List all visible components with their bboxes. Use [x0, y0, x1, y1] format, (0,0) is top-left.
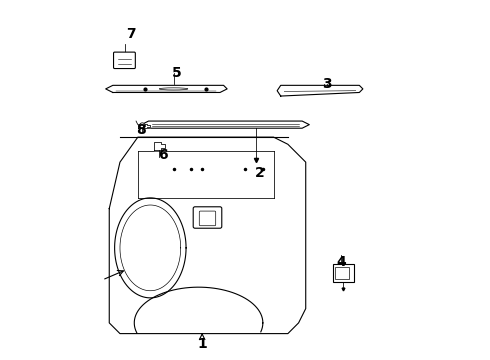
Circle shape [140, 123, 145, 129]
Text: 8: 8 [137, 123, 147, 137]
Polygon shape [142, 121, 309, 128]
Text: 5: 5 [172, 66, 182, 80]
Ellipse shape [159, 88, 188, 90]
Polygon shape [277, 85, 363, 96]
Text: 4: 4 [337, 255, 346, 269]
FancyBboxPatch shape [114, 52, 135, 68]
FancyBboxPatch shape [333, 264, 354, 282]
FancyBboxPatch shape [335, 267, 349, 279]
Polygon shape [106, 85, 227, 93]
Text: 7: 7 [126, 27, 136, 41]
Text: 2: 2 [254, 166, 264, 180]
FancyBboxPatch shape [199, 211, 216, 226]
FancyBboxPatch shape [193, 207, 222, 228]
Text: 1: 1 [197, 337, 207, 351]
Text: 6: 6 [158, 148, 168, 162]
Polygon shape [138, 123, 150, 128]
Text: 3: 3 [322, 77, 332, 91]
Polygon shape [154, 143, 165, 150]
